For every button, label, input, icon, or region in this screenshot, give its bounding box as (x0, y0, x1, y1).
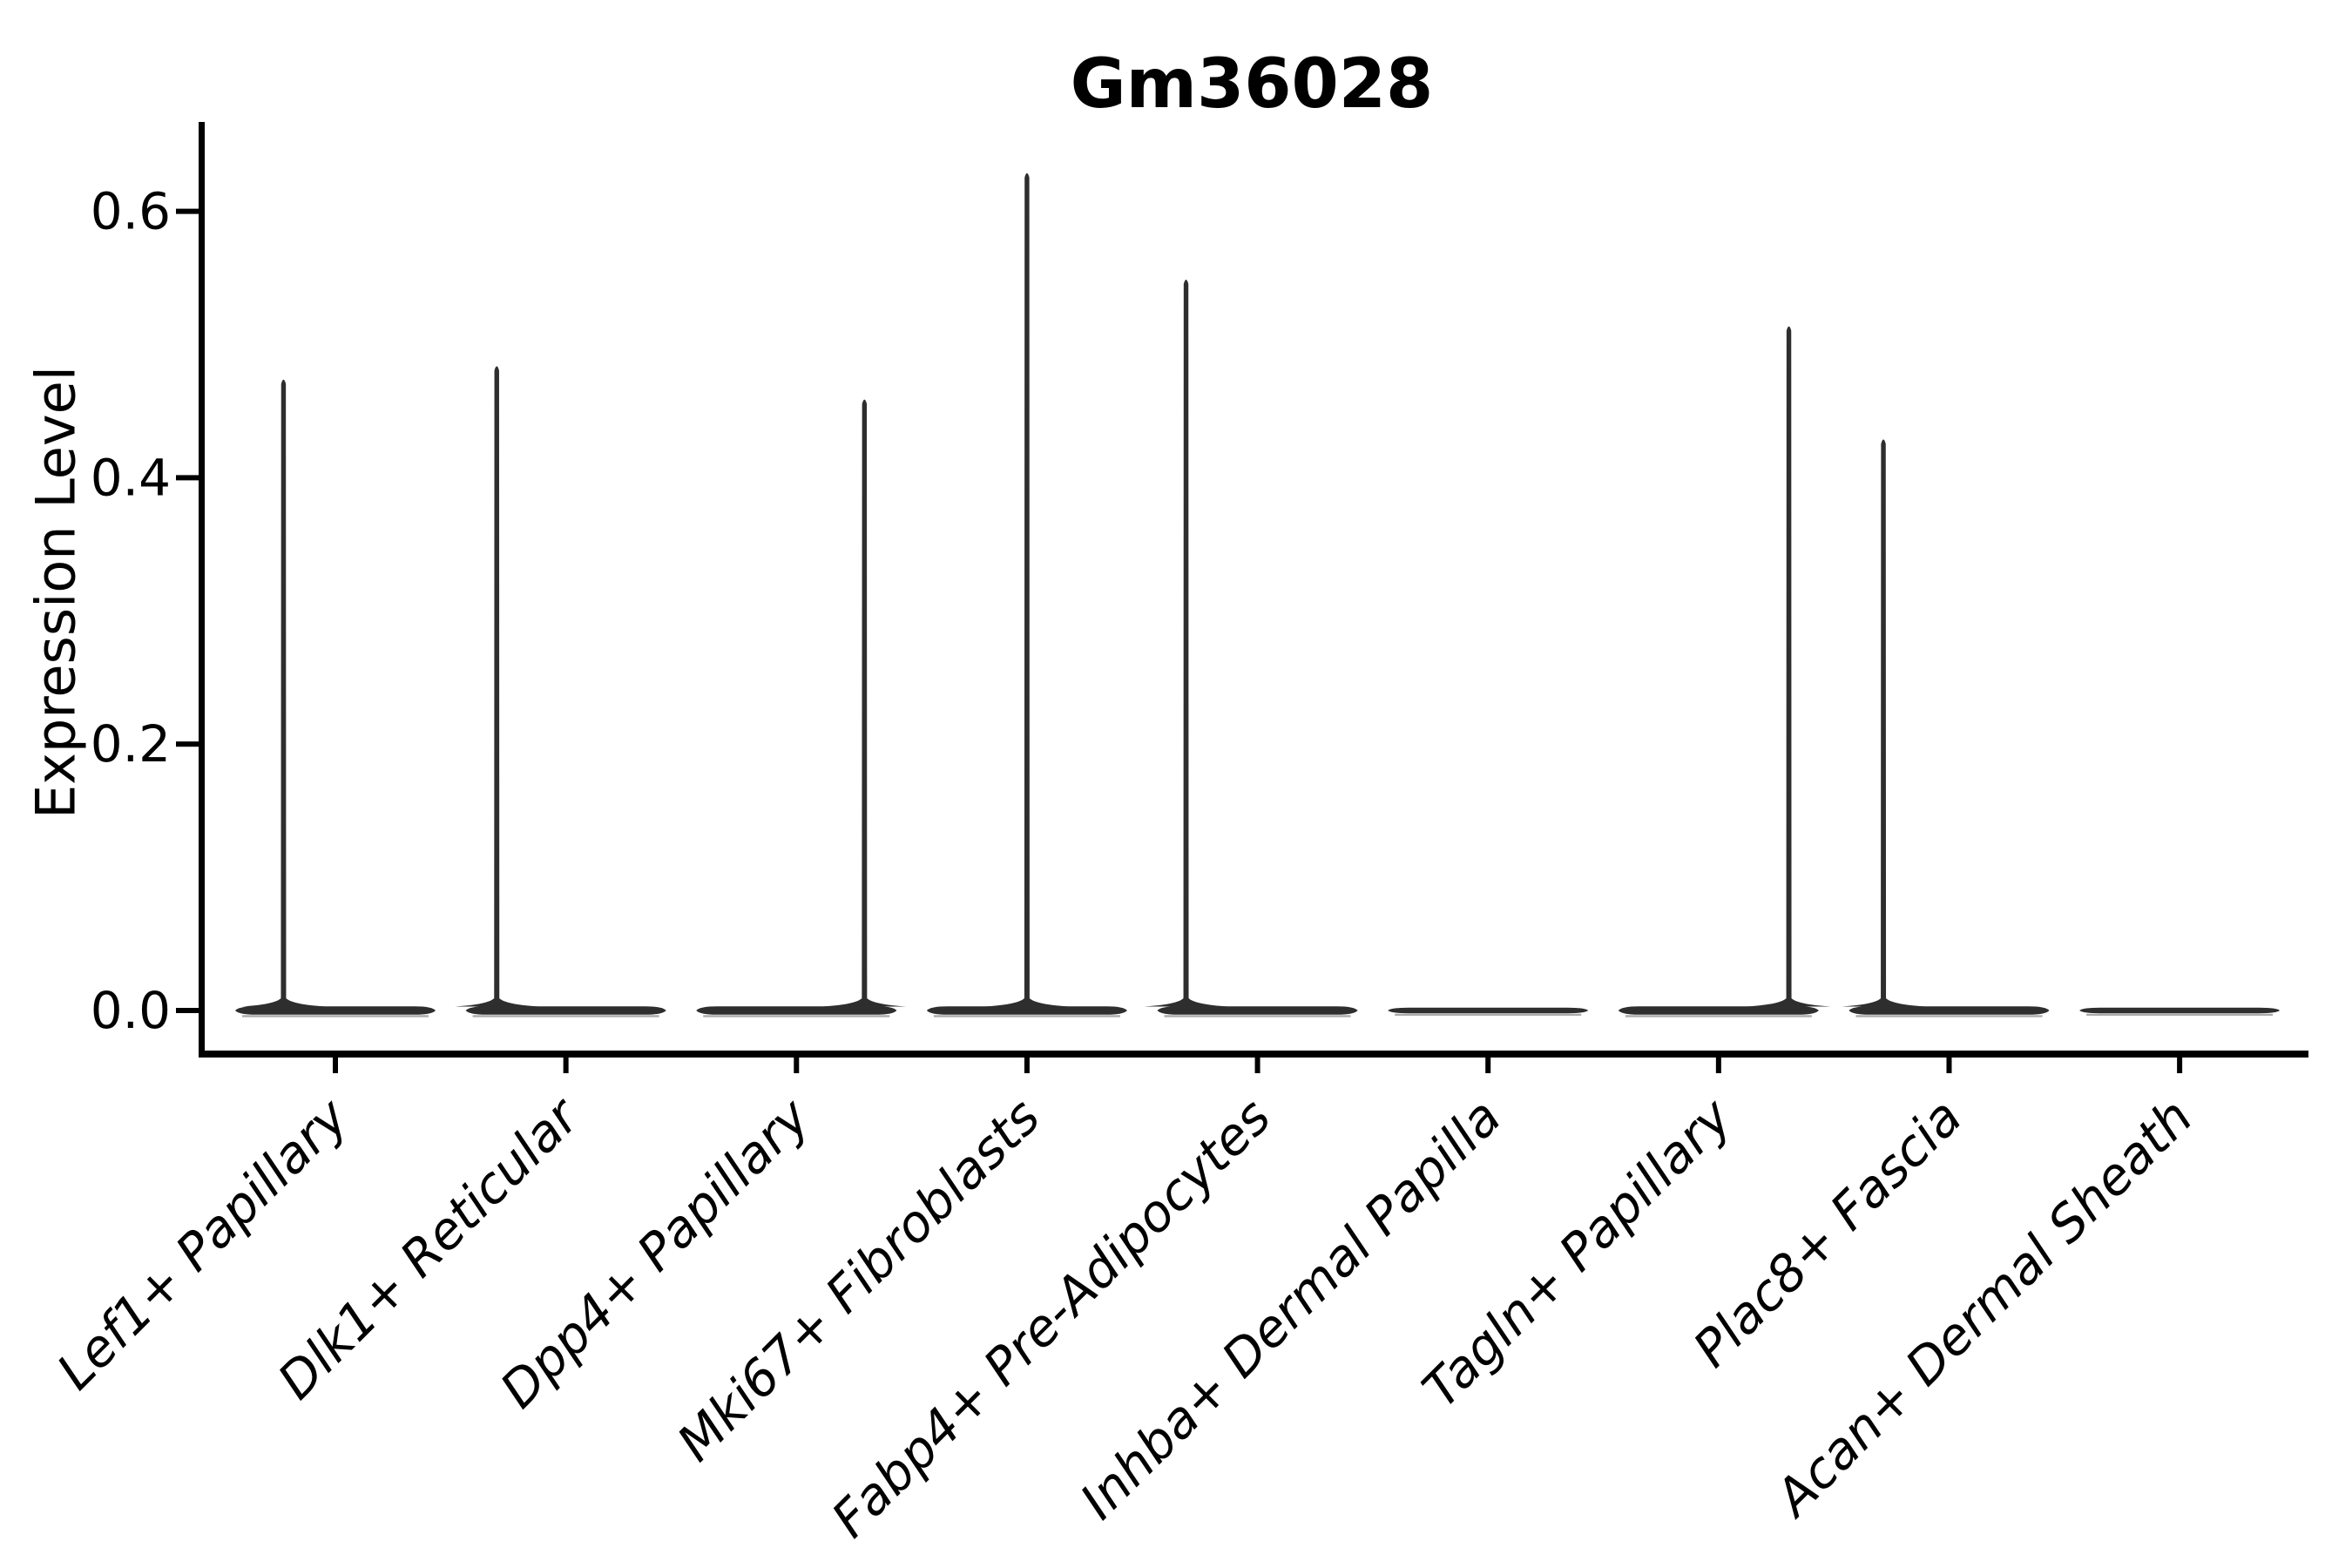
x-tick-mark (2177, 1058, 2183, 1073)
violin-dlk1-reticular (455, 366, 666, 1017)
violin-body-underline (1855, 1015, 2043, 1017)
violin-body-underline (1625, 1015, 1812, 1017)
violin-body (2079, 1007, 2281, 1014)
y-tick-mark (176, 741, 199, 747)
x-tick-mark (794, 1058, 800, 1073)
x-axis-spine (199, 1051, 2308, 1058)
violin-spike (241, 379, 326, 1007)
x-tick-mark (1946, 1058, 1952, 1073)
violin-body (1157, 1006, 1358, 1015)
x-tick-mark (333, 1058, 338, 1073)
violin-spike (1144, 280, 1228, 1007)
violin-body (235, 1006, 436, 1015)
violin-acan-dermal-sheath (2079, 1007, 2281, 1017)
violin-plac8-fascia (1842, 439, 2050, 1017)
violin-mki67-fibroblasts (926, 172, 1127, 1017)
y-tick-label: 0.0 (91, 981, 171, 1040)
y-tick-mark (176, 475, 199, 481)
violin-lef1-papillary (235, 379, 436, 1017)
x-tick-mark (1254, 1058, 1260, 1073)
violin-body (1388, 1007, 1589, 1014)
violin-dpp4-papillary (696, 399, 907, 1017)
violin-body-underline (703, 1015, 890, 1017)
violin-body-underline (1164, 1015, 1351, 1017)
violin-spike (984, 172, 1069, 1007)
violin-spike (822, 399, 907, 1007)
violin-inhba-dermal-papilla (1388, 1007, 1589, 1017)
violin-spike (455, 366, 539, 1007)
violin-body (696, 1006, 897, 1015)
y-tick-label: 0.2 (91, 714, 171, 774)
y-axis-spine (199, 122, 205, 1058)
violin-body (1618, 1006, 1819, 1015)
violin-body-underline (1395, 1013, 1582, 1017)
violin-body (1848, 1006, 2050, 1015)
y-tick-mark (176, 1008, 199, 1013)
violin-body-underline (242, 1015, 429, 1017)
violin-body-underline (472, 1015, 659, 1017)
violin-tagln-papillary (1618, 326, 1831, 1017)
violin-fabp4-pre-adipocytes (1144, 280, 1358, 1017)
x-tick-mark (1024, 1058, 1030, 1073)
x-tick-mark (1485, 1058, 1491, 1073)
violin-body (465, 1006, 666, 1015)
y-tick-label: 0.6 (91, 182, 171, 241)
x-tick-mark (563, 1058, 569, 1073)
x-tick-mark (1715, 1058, 1721, 1073)
violin-body (926, 1006, 1127, 1015)
chart-title: Gm36028 (1070, 45, 1434, 124)
y-tick-label: 0.4 (91, 448, 171, 507)
violin-spike (1842, 439, 1926, 1007)
violin-spike (1747, 326, 1831, 1007)
violin-body-underline (2086, 1013, 2274, 1017)
y-tick-mark (176, 208, 199, 214)
violin-body-underline (933, 1015, 1120, 1017)
